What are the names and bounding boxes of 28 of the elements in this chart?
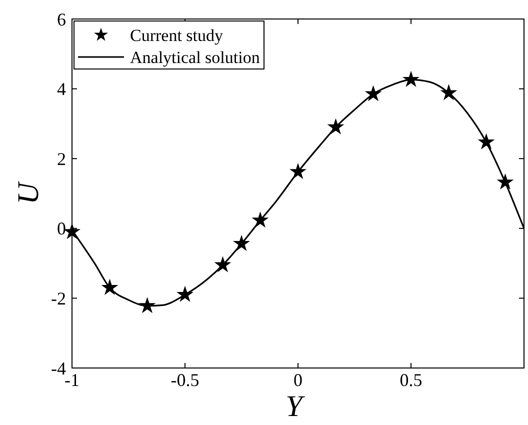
x-tick-label: -1	[64, 370, 80, 390]
point	[366, 86, 381, 100]
x-tick-label: 0.5	[400, 370, 422, 390]
x-tick-label: 0	[294, 370, 302, 390]
point	[478, 134, 494, 149]
point	[404, 72, 418, 86]
y-tick-label: 6	[57, 9, 66, 30]
point	[328, 119, 344, 134]
x-tick-label: -0.5	[170, 370, 200, 390]
y-axis-title: U	[12, 180, 45, 204]
point	[290, 164, 306, 178]
x-axis-title: Y	[286, 390, 306, 423]
y-tick-label: -4	[51, 358, 66, 378]
point	[441, 85, 456, 100]
point	[140, 298, 155, 312]
y-tick-label: 0	[57, 218, 66, 239]
point	[178, 286, 192, 302]
point	[498, 174, 513, 189]
point	[64, 224, 80, 238]
point	[234, 236, 249, 250]
point	[215, 257, 230, 272]
point	[102, 280, 118, 294]
point	[252, 212, 268, 227]
y-tick-label: -2	[51, 288, 66, 308]
y-tick-label: 2	[57, 148, 66, 169]
y-tick-label: 4	[57, 79, 66, 100]
legend-label: Analytical solution	[130, 48, 260, 67]
legend-label: Current study	[130, 26, 224, 45]
